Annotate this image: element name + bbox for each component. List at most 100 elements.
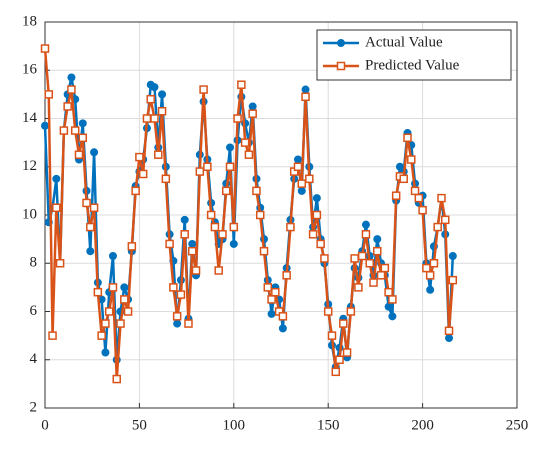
marker: [327, 331, 337, 340]
marker: [158, 90, 167, 99]
marker: [248, 102, 257, 111]
marker: [278, 324, 287, 333]
marker: [316, 239, 325, 249]
marker: [218, 230, 227, 239]
marker: [448, 275, 458, 285]
marker: [297, 179, 307, 188]
marker: [259, 246, 269, 256]
marker: [150, 114, 159, 123]
marker: [59, 126, 69, 135]
marker: [90, 148, 99, 157]
marker: [380, 263, 390, 273]
marker: [138, 169, 148, 179]
legend: Actual Value Predicted Value: [316, 29, 512, 81]
marker: [55, 259, 65, 268]
marker: [365, 259, 374, 268]
marker: [244, 150, 254, 159]
marker: [282, 271, 291, 280]
marker: [142, 114, 152, 123]
marker: [448, 252, 457, 261]
marker: [101, 319, 110, 328]
marker: [369, 278, 378, 287]
marker: [426, 285, 435, 294]
marker: [331, 367, 341, 377]
marker: [86, 247, 95, 256]
marker: [120, 283, 129, 292]
marker: [48, 331, 57, 340]
x-tick-label: 0: [41, 417, 49, 433]
marker: [104, 307, 114, 316]
marker: [429, 259, 439, 268]
marker: [229, 239, 238, 248]
y-tick-label: 2: [30, 399, 38, 415]
marker: [263, 283, 273, 292]
marker: [445, 334, 454, 343]
marker: [418, 205, 427, 215]
marker: [135, 152, 144, 162]
marker: [373, 246, 382, 256]
x-tick-label: 50: [132, 417, 147, 433]
marker: [86, 222, 95, 232]
marker: [437, 193, 446, 203]
marker: [286, 222, 295, 232]
marker: [188, 246, 197, 256]
marker: [120, 295, 129, 304]
marker: [373, 235, 382, 244]
marker: [376, 271, 386, 280]
marker: [188, 239, 197, 248]
legend-box: [316, 29, 512, 81]
marker: [425, 271, 435, 280]
marker: [354, 283, 363, 292]
marker: [210, 222, 220, 232]
x-tick-label: 150: [317, 417, 340, 433]
y-tick-label: 8: [30, 255, 38, 271]
marker: [342, 348, 352, 357]
marker: [346, 307, 356, 316]
y-tick-label: 18: [22, 13, 37, 29]
marker: [89, 203, 99, 213]
marker: [308, 230, 318, 239]
x-tick-label: 100: [223, 417, 246, 433]
marker: [172, 312, 182, 321]
y-tick-label: 12: [22, 158, 37, 174]
marker: [154, 150, 163, 159]
marker: [337, 39, 345, 47]
marker: [173, 319, 182, 328]
y-tick-label: 14: [22, 110, 38, 126]
marker: [255, 210, 265, 220]
y-tick-label: 4: [30, 351, 38, 367]
marker: [101, 348, 110, 357]
marker: [180, 230, 189, 239]
marker: [388, 295, 397, 304]
plot-frame: [44, 21, 518, 409]
marker: [433, 222, 442, 232]
marker: [44, 90, 54, 99]
marker: [184, 319, 193, 328]
marker: [40, 44, 50, 53]
marker: [267, 295, 276, 304]
marker: [403, 133, 412, 143]
marker: [180, 215, 189, 224]
marker: [169, 283, 178, 292]
marker: [422, 263, 431, 273]
marker: [301, 85, 310, 94]
marker: [444, 326, 454, 336]
marker: [407, 155, 416, 164]
marker: [203, 162, 212, 171]
marker: [229, 222, 239, 232]
marker: [74, 150, 84, 159]
marker: [323, 307, 333, 316]
marker: [206, 210, 216, 220]
marker: [293, 162, 303, 171]
marker: [67, 73, 76, 82]
marker: [320, 254, 329, 263]
marker: [399, 174, 408, 184]
marker: [67, 85, 76, 94]
marker: [161, 174, 171, 184]
marker: [146, 94, 155, 104]
marker: [278, 312, 288, 321]
marker: [199, 85, 208, 94]
marker: [252, 186, 261, 196]
marker: [78, 133, 88, 143]
